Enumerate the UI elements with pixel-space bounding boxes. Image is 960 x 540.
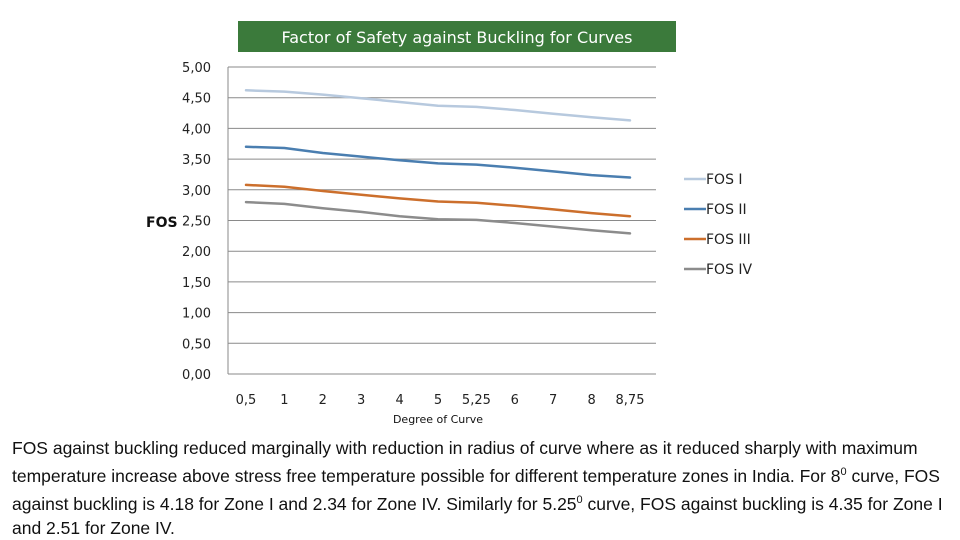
y-tick-labels: 0,00 0,50 1,00 1,50 2,00 2,50 3,00 3,50 4,00 4,50… xyxy=(182,61,211,383)
series-lines xyxy=(244,89,632,235)
x-tick-label: 8,75 xyxy=(616,393,645,408)
x-tick-labels: 0,5 1 2 3 4 5 5,25 6 7 8 8,75 xyxy=(236,393,645,408)
x-tick-label: 7 xyxy=(549,393,557,408)
y-tick-label: 3,00 xyxy=(182,184,211,199)
y-tick-label: 3,50 xyxy=(182,153,211,168)
chart-title-background xyxy=(238,21,676,52)
caption-text: FOS against buckling reduced marginally … xyxy=(12,436,948,540)
y-tick-label: 1,50 xyxy=(182,276,211,291)
caption-part-3: curve, FOS against buckling is 4.35 for … xyxy=(12,493,943,538)
y-axis-label: FOS xyxy=(146,215,178,231)
y-tick-label: 2,00 xyxy=(182,245,211,260)
y-tick-label: 5,00 xyxy=(182,61,211,76)
x-tick-label: 5,25 xyxy=(462,393,491,408)
x-axis-label: Degree of Curve xyxy=(393,413,483,426)
y-tick-label: 1,00 xyxy=(182,307,211,322)
y-tick-label: 4,00 xyxy=(182,122,211,137)
y-tick-label: 0,00 xyxy=(182,368,211,383)
x-tick-label: 0,5 xyxy=(236,393,257,408)
caption-part-2: curve, FOS against buckling is 4.18 for … xyxy=(12,465,940,514)
caption-part-1: FOS against buckling reduced marginally … xyxy=(12,438,918,486)
x-tick-label: 4 xyxy=(395,393,403,408)
series-line-fos-iii xyxy=(244,183,632,218)
caption-degree-sup-1: 0 xyxy=(840,466,847,478)
chart-title-group: Factor of Safety against Buckling for Cu… xyxy=(238,21,676,52)
caption-degree-sup-2: 0 xyxy=(576,493,583,506)
legend-label: FOS IV xyxy=(706,262,753,278)
series-line-fos-iv xyxy=(244,200,632,235)
legend-label: FOS II xyxy=(706,202,747,218)
chart-title: Factor of Safety against Buckling for Cu… xyxy=(282,28,633,47)
y-tick-label: 4,50 xyxy=(182,92,211,107)
series-line-fos-i xyxy=(244,89,632,122)
x-tick-label: 1 xyxy=(280,393,288,408)
x-tick-label: 5 xyxy=(434,393,442,408)
x-tick-label: 2 xyxy=(319,393,327,408)
legend-label: FOS III xyxy=(706,232,751,248)
y-tick-label: 0,50 xyxy=(182,337,211,352)
fos-line-chart: 0,00 0,50 1,00 1,50 2,00 2,50 3,00 3,50 4,00 4,50… xyxy=(146,21,753,426)
legend: FOS I FOS II FOS III FOS IV xyxy=(684,172,753,278)
x-tick-label: 6 xyxy=(511,393,519,408)
axes xyxy=(227,67,656,375)
legend-label: FOS I xyxy=(706,172,743,188)
y-tick-label: 2,50 xyxy=(182,215,211,230)
x-tick-label: 8 xyxy=(587,393,595,408)
x-tick-label: 3 xyxy=(357,393,365,408)
series-line-fos-ii xyxy=(244,145,632,179)
